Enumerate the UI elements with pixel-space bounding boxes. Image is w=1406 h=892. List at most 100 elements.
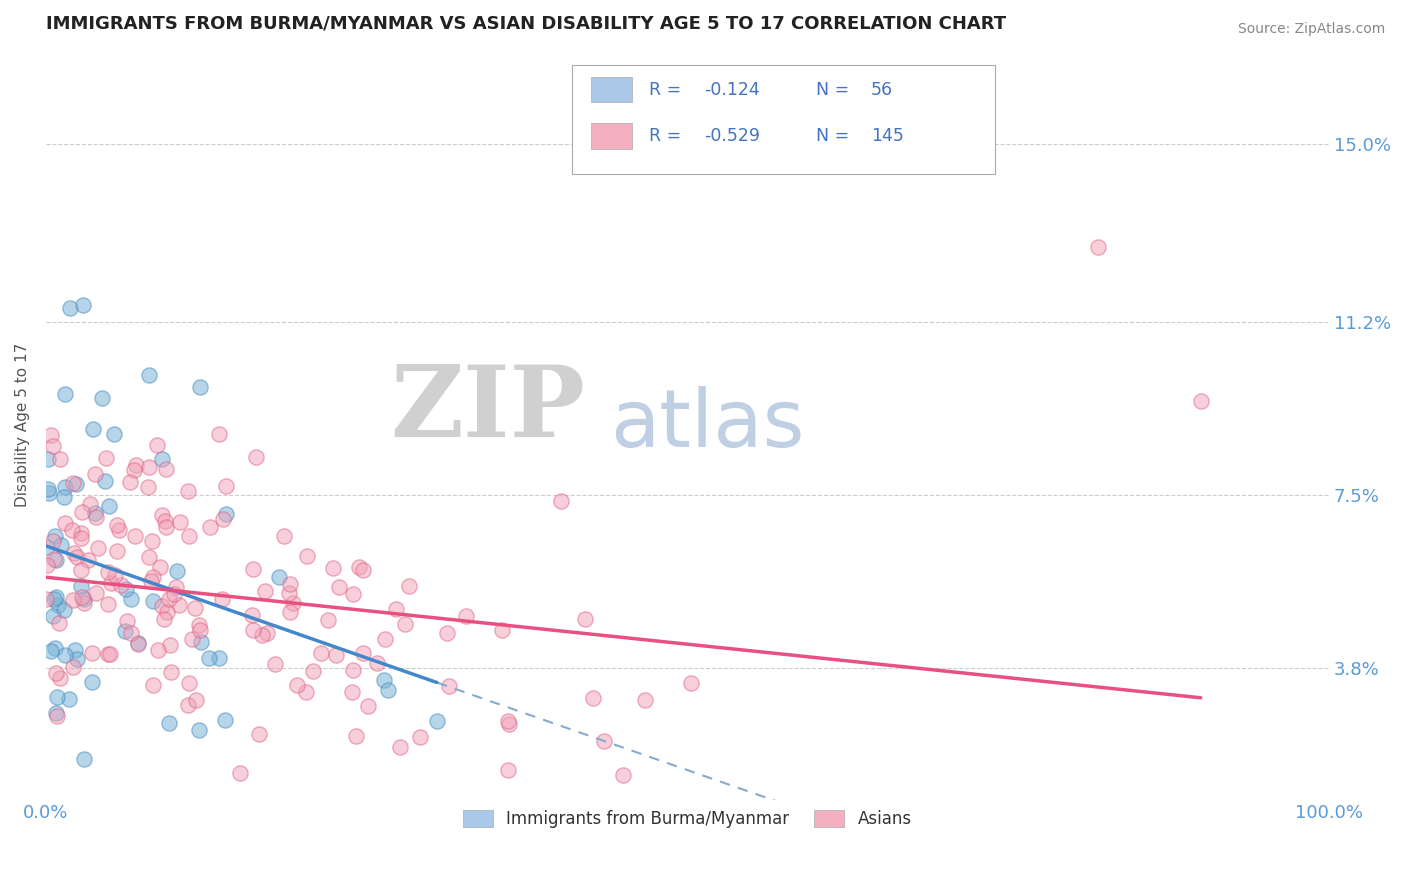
Point bbox=[72, 752, 94, 766]
Point bbox=[110, 577, 132, 591]
Point bbox=[184, 600, 207, 615]
Point bbox=[65, 549, 87, 564]
Point bbox=[1087, 239, 1109, 253]
Point bbox=[322, 561, 344, 575]
Text: R =: R = bbox=[650, 80, 686, 99]
Text: IMMIGRANTS FROM BURMA/MYANMAR VS ASIAN DISABILITY AGE 5 TO 17 CORRELATION CHART: IMMIGRANTS FROM BURMA/MYANMAR VS ASIAN D… bbox=[46, 15, 1007, 33]
Point bbox=[150, 599, 173, 614]
Point bbox=[679, 676, 702, 690]
Point bbox=[166, 564, 188, 578]
Point bbox=[142, 678, 165, 692]
Point bbox=[146, 642, 169, 657]
Text: -0.529: -0.529 bbox=[704, 127, 761, 145]
Text: R =: R = bbox=[650, 127, 686, 145]
Point bbox=[53, 386, 76, 401]
Point bbox=[48, 616, 70, 631]
Point bbox=[200, 816, 222, 830]
Point bbox=[138, 460, 160, 475]
Point bbox=[127, 637, 149, 651]
Point bbox=[86, 510, 108, 524]
Point bbox=[37, 482, 59, 496]
Point bbox=[114, 582, 136, 596]
Point bbox=[165, 580, 187, 594]
Point bbox=[155, 520, 177, 534]
Point bbox=[177, 676, 200, 690]
Point bbox=[53, 648, 76, 662]
Point bbox=[44, 640, 66, 655]
Legend: Immigrants from Burma/Myanmar, Asians: Immigrants from Burma/Myanmar, Asians bbox=[454, 801, 921, 836]
Point bbox=[141, 533, 163, 548]
Point bbox=[612, 768, 634, 782]
Point bbox=[73, 596, 96, 610]
Point bbox=[69, 531, 91, 545]
Point bbox=[120, 591, 142, 606]
Point bbox=[41, 439, 63, 453]
Point bbox=[491, 624, 513, 638]
Point bbox=[278, 586, 301, 600]
Point bbox=[98, 647, 121, 661]
Point bbox=[41, 609, 63, 624]
Point bbox=[83, 506, 105, 520]
Point bbox=[163, 587, 186, 601]
Point bbox=[342, 685, 364, 699]
Point bbox=[45, 665, 67, 680]
Point bbox=[398, 579, 420, 593]
Point bbox=[496, 714, 519, 728]
Point bbox=[197, 650, 219, 665]
Point bbox=[159, 638, 181, 652]
Point bbox=[62, 593, 84, 607]
Point bbox=[38, 486, 60, 500]
Point bbox=[264, 657, 287, 672]
Point bbox=[215, 479, 238, 493]
Point bbox=[374, 632, 396, 647]
Point bbox=[426, 714, 449, 728]
Point bbox=[63, 642, 86, 657]
Point bbox=[634, 693, 657, 707]
Point bbox=[70, 563, 93, 577]
Point bbox=[73, 591, 96, 606]
Point bbox=[105, 518, 128, 533]
Point bbox=[45, 552, 67, 566]
Point bbox=[122, 463, 145, 477]
Point bbox=[247, 727, 270, 741]
Point bbox=[436, 626, 458, 640]
Point bbox=[82, 647, 104, 661]
Point bbox=[66, 652, 89, 666]
Point bbox=[49, 672, 72, 686]
Point bbox=[105, 544, 128, 558]
Text: 56: 56 bbox=[870, 80, 893, 99]
Point bbox=[146, 438, 169, 452]
Point bbox=[70, 579, 93, 593]
Point bbox=[86, 541, 108, 556]
Point bbox=[1189, 394, 1212, 409]
Point bbox=[240, 608, 263, 623]
Text: ZIP: ZIP bbox=[389, 361, 585, 458]
Point bbox=[94, 474, 117, 488]
Point bbox=[177, 529, 200, 543]
Point bbox=[53, 480, 76, 494]
Point bbox=[253, 583, 276, 598]
Point bbox=[37, 452, 59, 467]
Point bbox=[316, 613, 339, 627]
Point bbox=[342, 663, 364, 677]
Point bbox=[80, 675, 103, 690]
Point bbox=[72, 298, 94, 312]
Point bbox=[188, 618, 211, 632]
Point bbox=[366, 656, 388, 670]
Point bbox=[100, 576, 122, 591]
Point bbox=[160, 665, 183, 680]
Point bbox=[169, 598, 191, 612]
Point bbox=[456, 609, 478, 624]
Point bbox=[769, 816, 792, 830]
Point bbox=[181, 632, 204, 646]
Point bbox=[150, 451, 173, 466]
Point bbox=[69, 526, 91, 541]
Point bbox=[169, 515, 191, 529]
Point bbox=[83, 467, 105, 481]
Point bbox=[98, 499, 121, 513]
Point bbox=[280, 605, 302, 619]
Point bbox=[97, 648, 120, 662]
Point bbox=[104, 567, 127, 582]
Point bbox=[52, 490, 75, 504]
Point bbox=[44, 529, 66, 543]
